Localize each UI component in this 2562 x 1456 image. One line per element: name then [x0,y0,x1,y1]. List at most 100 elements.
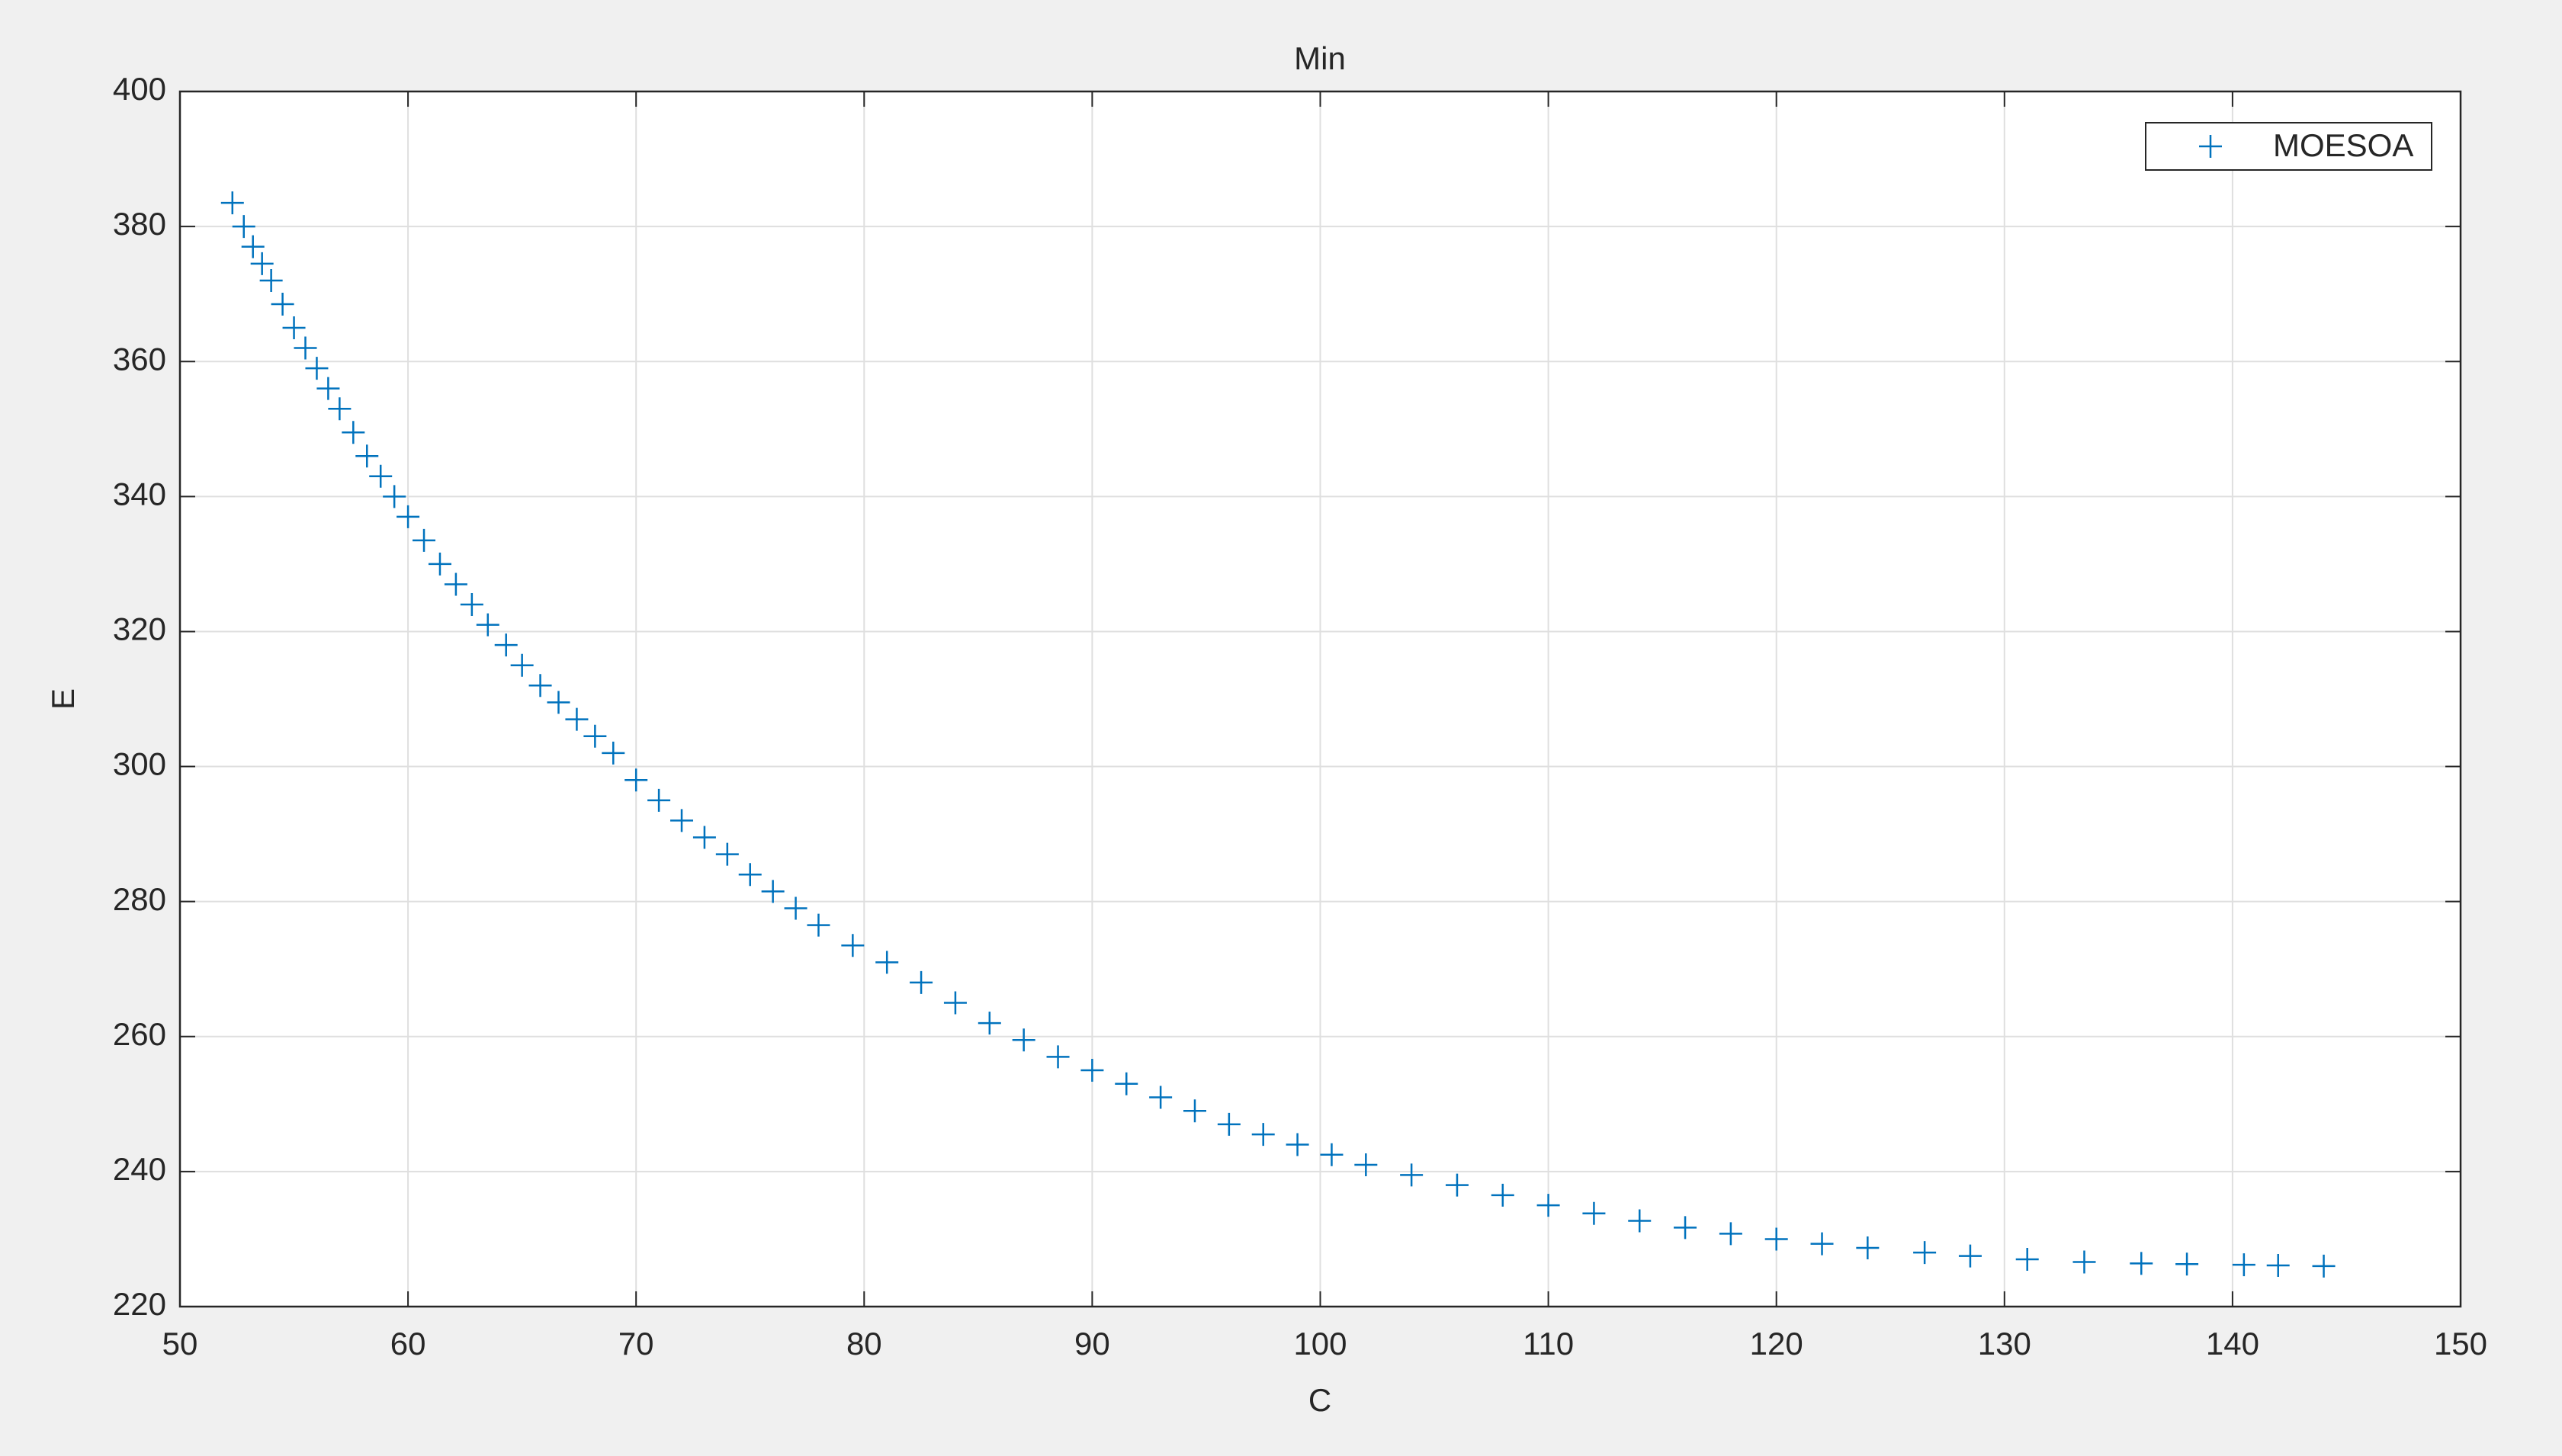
point [1719,1222,1742,1246]
point [583,724,607,748]
point [807,913,830,937]
point [978,1012,1001,1035]
y-axis-label: E [45,688,81,710]
point [444,572,467,596]
x-tick-label: 50 [162,1326,198,1361]
point [250,252,274,275]
point [1400,1163,1424,1187]
point [2015,1248,2039,1272]
point [784,896,807,920]
point [2266,1253,2290,1277]
x-tick-label: 140 [2206,1326,2259,1361]
point [428,552,451,576]
point [528,674,552,698]
point [476,613,499,637]
point [1856,1236,1880,1259]
point [943,991,967,1015]
point [1183,1099,1206,1123]
point [2175,1252,2199,1276]
point [1445,1173,1469,1197]
point [316,377,340,400]
point [241,235,265,258]
x-tick-label: 100 [1293,1326,1347,1361]
point [1217,1112,1241,1136]
point [1320,1143,1344,1166]
y-tick-label: 380 [113,206,166,242]
point [624,768,648,792]
point [328,397,352,421]
point [271,292,294,316]
point [305,357,329,380]
x-tick-label: 70 [618,1326,654,1361]
point [761,880,785,903]
point [565,707,589,731]
point [1913,1241,1937,1265]
legend-label: MOESOA [2273,127,2413,163]
point [692,826,716,849]
point [294,336,317,360]
point [1536,1194,1560,1217]
point [460,593,483,617]
y-tick-label: 300 [113,746,166,782]
x-tick-label: 90 [1074,1326,1110,1361]
point [841,934,865,957]
point [910,970,933,994]
x-tick-label: 110 [1523,1326,1574,1361]
y-tick-label: 240 [113,1151,166,1187]
point [1149,1086,1173,1109]
point [2130,1252,2153,1275]
point [1674,1216,1697,1240]
point [1080,1059,1104,1082]
point [1354,1153,1378,1177]
point [510,653,534,677]
point [1958,1244,1982,1268]
point [1628,1209,1652,1233]
y-tick-label: 220 [113,1286,166,1322]
point [355,444,379,468]
y-tick-label: 360 [113,341,166,377]
point [1251,1123,1275,1147]
point [220,191,244,215]
point [547,691,570,714]
point [670,809,694,832]
point [494,633,518,657]
point [1115,1072,1138,1095]
x-tick-label: 80 [846,1326,882,1361]
x-tick-label: 120 [1750,1326,1803,1361]
point [369,464,393,488]
legend-box [2145,122,2432,171]
point [1046,1045,1070,1069]
point [396,505,420,528]
point [1286,1133,1309,1156]
point [1582,1201,1606,1225]
point [1012,1028,1035,1052]
x-tick-label: 130 [1978,1326,2031,1361]
x-axis-label: C [1308,1382,1331,1418]
y-tick-label: 400 [113,71,166,107]
point [1810,1232,1834,1256]
point [282,316,306,339]
point [342,421,365,444]
point [1764,1227,1788,1251]
y-tick-label: 260 [113,1016,166,1052]
point [413,528,436,552]
point [232,215,255,239]
x-tick-label: 60 [390,1326,426,1361]
x-tick-label: 150 [2434,1326,2487,1361]
point [2312,1254,2336,1278]
point [2232,1253,2255,1277]
point [383,485,406,508]
point [2072,1250,2096,1274]
point [1491,1183,1514,1207]
legend-marker [2199,135,2222,158]
point [259,268,283,292]
y-tick-label: 320 [113,611,166,647]
point [738,863,762,887]
point [715,842,739,866]
axes-box [178,90,2462,1308]
chart-title: Min [1294,40,1346,76]
y-tick-label: 280 [113,881,166,917]
point [602,741,625,765]
